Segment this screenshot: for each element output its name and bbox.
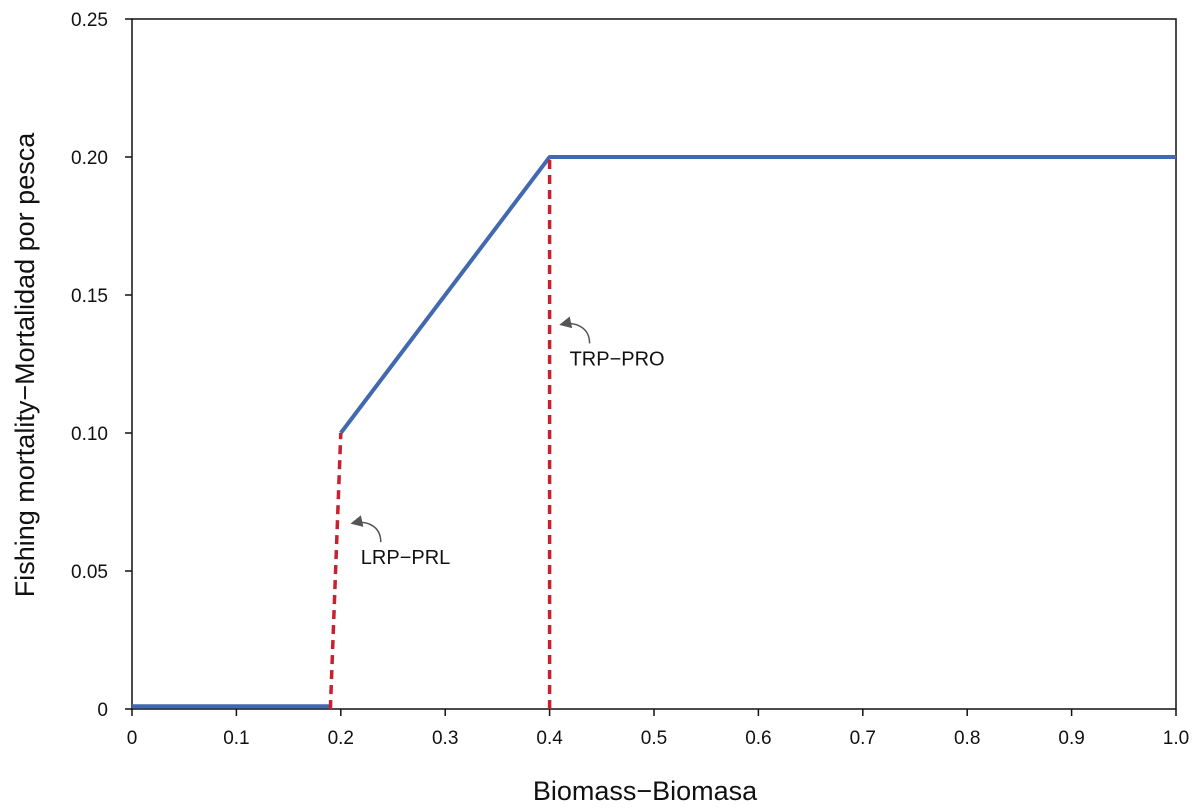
y-tick-label: 0.05 [71, 562, 108, 583]
annotation-label: TRP−PRO [570, 348, 665, 370]
harvest-control-rule-line [339, 155, 1176, 435]
x-tick-label: 0.1 [223, 728, 249, 749]
x-tick-label: 0.9 [1058, 728, 1084, 749]
x-tick-label: 0.5 [641, 728, 667, 749]
x-axis-title: Biomass−Biomasa [533, 776, 758, 806]
x-tick-label: 0.6 [745, 728, 771, 749]
series-layer [132, 155, 1176, 710]
annotation-label: LRP−PRL [361, 547, 451, 569]
annotation-layer: LRP−PRL TRP−PRO [350, 316, 665, 569]
x-tick-label: 0.8 [954, 728, 980, 749]
y-axis-title: Fishing mortality−Mortalidad por pesca [10, 132, 40, 597]
x-tick-label: 0.2 [328, 728, 354, 749]
x-tick-label: 0.4 [536, 728, 563, 749]
x-tick-label: 0.7 [850, 728, 876, 749]
reference-point-line [328, 432, 343, 710]
x-tick-label: 0 [127, 728, 138, 749]
y-tick-label: 0.20 [71, 148, 108, 169]
x-tick-label: 0.3 [432, 728, 458, 749]
y-tick-label: 0.25 [71, 10, 108, 31]
y-tick-label: 0.15 [71, 286, 108, 307]
x-tick-label: 1.0 [1163, 728, 1189, 749]
annotation-arrow-icon [350, 515, 382, 543]
x-axis-ticks: 0 0.1 0.2 0.3 0.4 0.5 0.6 0.7 0.8 0.9 1.0 [127, 709, 1189, 749]
y-tick-label: 0 [97, 700, 108, 721]
annotation-arrow-icon [559, 316, 591, 344]
y-tick-label: 0.10 [71, 424, 108, 445]
y-axis-ticks: 0 0.05 0.10 0.15 0.20 0.25 [71, 10, 132, 721]
